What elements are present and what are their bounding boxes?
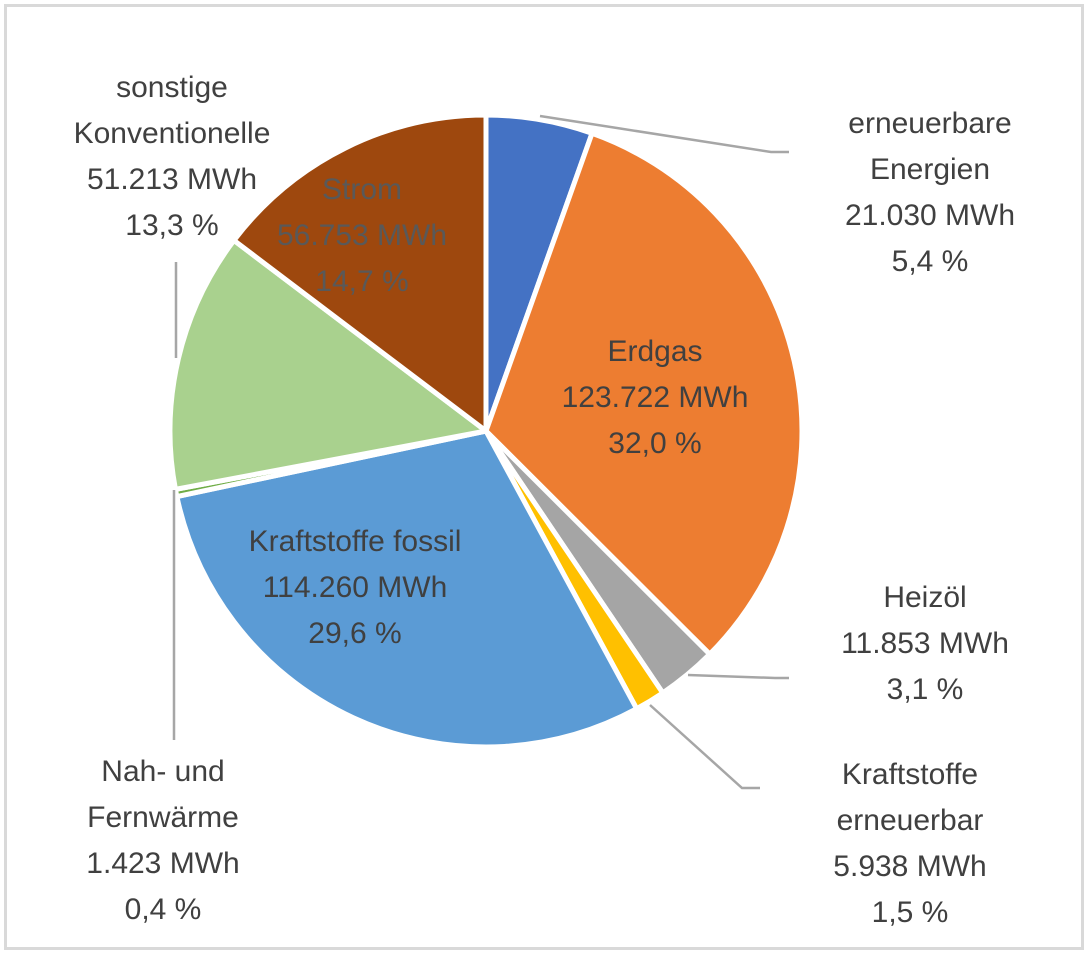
data-label-line: 32,0 % <box>608 427 701 460</box>
pie-slice-strom <box>231 112 489 434</box>
data-label-line: 3,1 % <box>887 673 964 706</box>
data-label-line: Energien <box>870 153 990 186</box>
data-label-line: erneuerbare <box>848 107 1011 140</box>
data-label-line: 0,4 % <box>125 893 202 926</box>
data-label: Kraftstoffe erneuerbar 5.938 MWh 1,5 % <box>833 758 986 929</box>
leader-line <box>687 673 789 680</box>
data-label-line: 21.030 MWh <box>845 199 1015 232</box>
data-label-line: Strom <box>322 173 402 206</box>
data-label-line: Fernwärme <box>87 801 239 834</box>
pie-slices <box>167 112 805 750</box>
data-label-line: erneuerbar <box>837 804 984 837</box>
data-label: Strom 56.753 MWh 14,7 % <box>277 173 447 298</box>
data-label-line: 29,6 % <box>308 617 401 650</box>
data-label-line: 123.722 MWh <box>562 381 749 414</box>
data-label-line: 1.423 MWh <box>86 847 239 880</box>
data-label-line: 51.213 MWh <box>87 163 257 196</box>
data-label: Erdgas 123.722 MWh 32,0 % <box>562 335 749 460</box>
data-label-line: Kraftstoffe fossil <box>249 525 462 558</box>
data-label-line: 13,3 % <box>125 209 218 242</box>
data-label: sonstige Konventionelle 51.213 MWh 13,3 % <box>74 71 271 242</box>
data-label: Nah- und Fernwärme 1.423 MWh 0,4 % <box>86 755 239 926</box>
data-label-line: 5,4 % <box>892 245 969 278</box>
data-label: erneuerbare Energien 21.030 MWh 5,4 % <box>845 107 1015 278</box>
data-label-line: 11.853 MWh <box>841 627 1009 660</box>
data-label: Heizöl 11.853 MWh 3,1 % <box>841 581 1009 706</box>
data-label-line: 114.260 MWh <box>263 571 448 604</box>
data-label-line: 5.938 MWh <box>833 850 986 883</box>
data-label-line: Erdgas <box>607 335 702 368</box>
data-label-line: 1,5 % <box>872 896 949 929</box>
data-label-line: Heizöl <box>883 581 966 614</box>
data-label-line: Nah- und <box>101 755 224 788</box>
data-label-line: sonstige <box>116 71 228 104</box>
leader-line <box>649 704 760 790</box>
data-label-line: Konventionelle <box>74 117 271 150</box>
leader-line <box>539 114 789 154</box>
data-label-line: 56.753 MWh <box>277 219 447 252</box>
pie-slice-sonstige-konventionelle <box>167 237 489 492</box>
pie-slice-erdgas <box>483 130 805 657</box>
data-label-line: 14,7 % <box>315 265 408 298</box>
data-label-line: Kraftstoffe <box>842 758 978 791</box>
data-label: Kraftstoffe fossil 114.260 MWh 29,6 % <box>249 525 462 650</box>
pie-slice-kraftstoffe-fossil <box>174 428 640 750</box>
